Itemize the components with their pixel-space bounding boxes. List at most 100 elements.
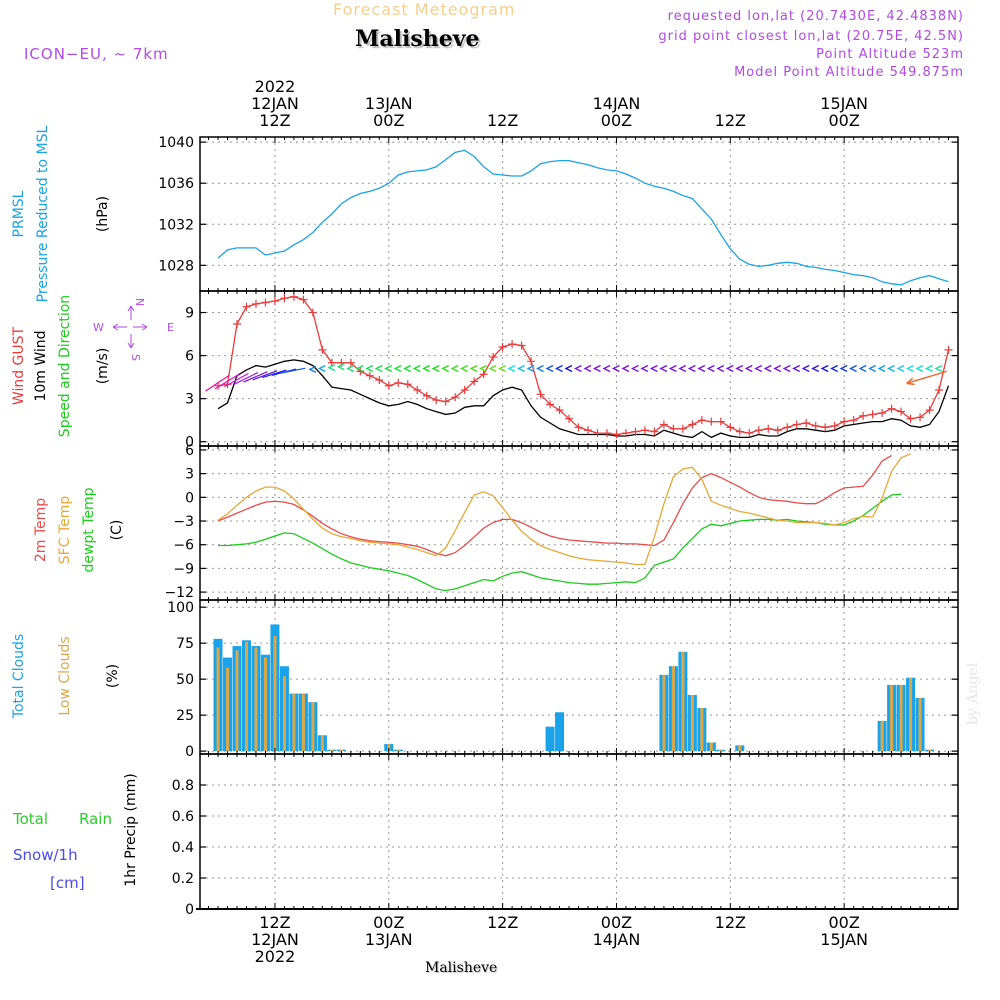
time-label-top: 13JAN xyxy=(365,94,413,113)
y-tick-label: 50 xyxy=(176,672,194,688)
wind-direction-arrow xyxy=(583,364,592,373)
low-cloud-bar xyxy=(918,697,922,752)
wind-direction-arrow xyxy=(668,364,677,373)
gust-marker xyxy=(621,429,630,438)
wind-direction-arrow xyxy=(763,364,772,373)
wind-direction-arrow xyxy=(365,364,374,373)
y-tick-label: 6 xyxy=(185,349,194,365)
time-label-top: 12Z xyxy=(487,111,518,130)
wind-gust-series-line xyxy=(217,296,950,436)
gust-marker xyxy=(887,404,896,413)
wind-direction-arrow xyxy=(592,364,601,373)
wind-units: (m/s) xyxy=(95,348,111,385)
wind-direction-arrow xyxy=(782,364,791,373)
wind-direction-arrow xyxy=(830,364,838,373)
y-tick-label: −6 xyxy=(173,538,194,554)
low-cloud-bar xyxy=(311,702,315,752)
y-tick-label: 0 xyxy=(185,902,194,918)
gust-marker xyxy=(470,377,479,386)
gust-marker xyxy=(707,417,716,426)
gust-marker xyxy=(251,299,260,308)
gust-marker xyxy=(384,381,393,390)
wind-direction-arrow xyxy=(554,364,563,373)
wind-direction-arrow xyxy=(450,364,459,373)
gust-marker xyxy=(346,358,355,367)
gust-marker xyxy=(878,408,887,417)
pressure-label-prmsl: PRMSL xyxy=(11,190,27,237)
gust-marker xyxy=(773,426,782,435)
gust-marker xyxy=(413,386,422,395)
time-label-top: 2022 xyxy=(255,77,296,96)
wind-direction-arrow xyxy=(262,369,287,379)
time-label-top: 14JAN xyxy=(593,94,641,113)
wind-direction-arrow xyxy=(915,364,924,373)
wind-direction-arrow xyxy=(735,364,744,373)
wind-direction-arrow xyxy=(754,364,763,373)
gust-marker xyxy=(441,397,450,406)
low-clouds-label: Low Clouds xyxy=(57,636,73,715)
compass-north: N xyxy=(133,298,146,306)
wind-direction-arrow xyxy=(412,364,421,373)
total-cloud-bar xyxy=(545,726,555,752)
time-label-bottom: 00Z xyxy=(828,913,859,932)
wind-direction-arrow xyxy=(678,364,687,373)
y-tick-label: 100 xyxy=(167,600,194,616)
gust-marker xyxy=(783,423,792,432)
footer-location: Malisheve xyxy=(425,960,498,976)
gust-marker xyxy=(745,429,754,438)
wind-direction-arrow xyxy=(924,364,933,373)
low-cloud-bar xyxy=(320,735,324,752)
compass-ew-arrow xyxy=(112,323,148,331)
gust-marker xyxy=(650,427,659,436)
time-label-bottom: 15JAN xyxy=(820,930,868,949)
gust-marker xyxy=(517,341,526,350)
gust-marker xyxy=(925,406,934,415)
gust-marker xyxy=(916,413,925,422)
y-tick-label: 6 xyxy=(185,443,194,459)
wind-direction-arrow xyxy=(820,364,829,373)
wind-direction-arrow xyxy=(630,364,639,373)
gust-marker xyxy=(508,340,517,349)
time-label-bottom: 12JAN xyxy=(251,930,299,949)
low-cloud-bar xyxy=(909,677,913,752)
wind-direction-arrow xyxy=(887,364,895,373)
temp-sfc-label: SFC Temp xyxy=(57,496,73,565)
wind-direction-arrow xyxy=(526,364,535,373)
gust-marker xyxy=(574,423,583,432)
wind-direction-arrow xyxy=(877,364,886,373)
wind-direction-arrow xyxy=(384,364,393,373)
temp-units: (C) xyxy=(109,520,125,541)
time-label-bottom: 12Z xyxy=(259,913,290,932)
gust-marker xyxy=(584,426,593,435)
gust-marker xyxy=(935,386,944,395)
low-cloud-bar xyxy=(396,749,400,752)
gust-marker xyxy=(546,400,555,409)
wind-direction-arrow xyxy=(355,364,364,373)
low-cloud-bar xyxy=(301,693,305,752)
gust-marker xyxy=(602,429,611,438)
pressure-label-long: Pressure Reduced to MSL xyxy=(35,125,51,302)
wind-direction-arrow xyxy=(602,364,611,373)
time-label-top: 12Z xyxy=(715,111,746,130)
panel-frame xyxy=(199,753,959,910)
gust-marker xyxy=(422,391,431,400)
wind-direction-arrow xyxy=(441,364,450,373)
gust-marker xyxy=(849,416,858,425)
wind-direction-arrow xyxy=(868,364,876,373)
time-label-bottom: 00Z xyxy=(601,913,632,932)
time-label-top: 15JAN xyxy=(820,94,868,113)
wind-direction-arrow xyxy=(839,364,848,373)
wind-direction-arrow xyxy=(214,373,240,390)
temp-2m-label: 2m Temp xyxy=(33,498,49,562)
gust-marker xyxy=(754,426,763,435)
y-tick-label: 3 xyxy=(185,467,194,483)
wind-direction-arrow xyxy=(934,364,943,373)
wind-direction-arrow xyxy=(687,364,696,373)
low-cloud-bar xyxy=(880,720,884,752)
wind-direction-arrow xyxy=(849,364,857,373)
wind-direction-arrow xyxy=(403,364,412,373)
wind-direction-arrow xyxy=(336,363,345,371)
wind-direction-arrow xyxy=(659,364,668,373)
gust-marker xyxy=(669,424,678,433)
wind-speed-series-line xyxy=(217,359,950,439)
